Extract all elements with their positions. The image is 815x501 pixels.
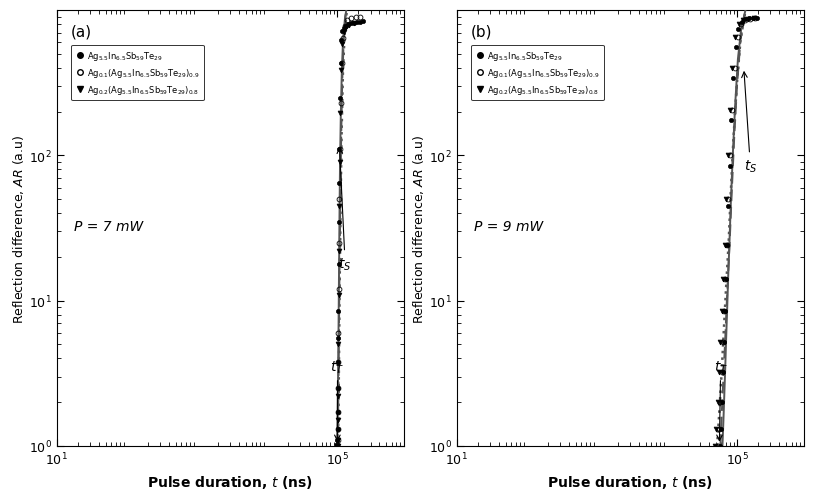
X-axis label: Pulse duration, $t$ (ns): Pulse duration, $t$ (ns) [148, 473, 314, 490]
Text: P = 7 mW: P = 7 mW [74, 220, 143, 234]
Text: P = 9 mW: P = 9 mW [474, 220, 544, 234]
X-axis label: Pulse duration, $t$ (ns): Pulse duration, $t$ (ns) [547, 473, 713, 490]
Legend: Ag$_{5.5}$In$_{6.5}$Sb$_{59}$Te$_{29}$, Ag$_{0.1}$(Ag$_{5.5}$In$_{6.5}$Sb$_{59}$: Ag$_{5.5}$In$_{6.5}$Sb$_{59}$Te$_{29}$, … [72, 46, 204, 101]
Text: (a): (a) [71, 24, 92, 39]
Text: $t_S$: $t_S$ [337, 149, 352, 272]
Y-axis label: Reflection difference, $AR$ (a.u): Reflection difference, $AR$ (a.u) [411, 134, 426, 323]
Legend: Ag$_{5.5}$In$_{6.5}$Sb$_{59}$Te$_{29}$, Ag$_{0.1}$(Ag$_{5.5}$In$_{6.5}$Sb$_{59}$: Ag$_{5.5}$In$_{6.5}$Sb$_{59}$Te$_{29}$, … [471, 46, 604, 101]
Text: $t_T$: $t_T$ [331, 359, 345, 441]
Text: (b): (b) [470, 24, 492, 39]
Text: $t_S$: $t_S$ [742, 73, 757, 174]
Text: $t_T$: $t_T$ [714, 359, 728, 441]
Y-axis label: Reflection difference, $AR$ (a.u): Reflection difference, $AR$ (a.u) [11, 134, 26, 323]
